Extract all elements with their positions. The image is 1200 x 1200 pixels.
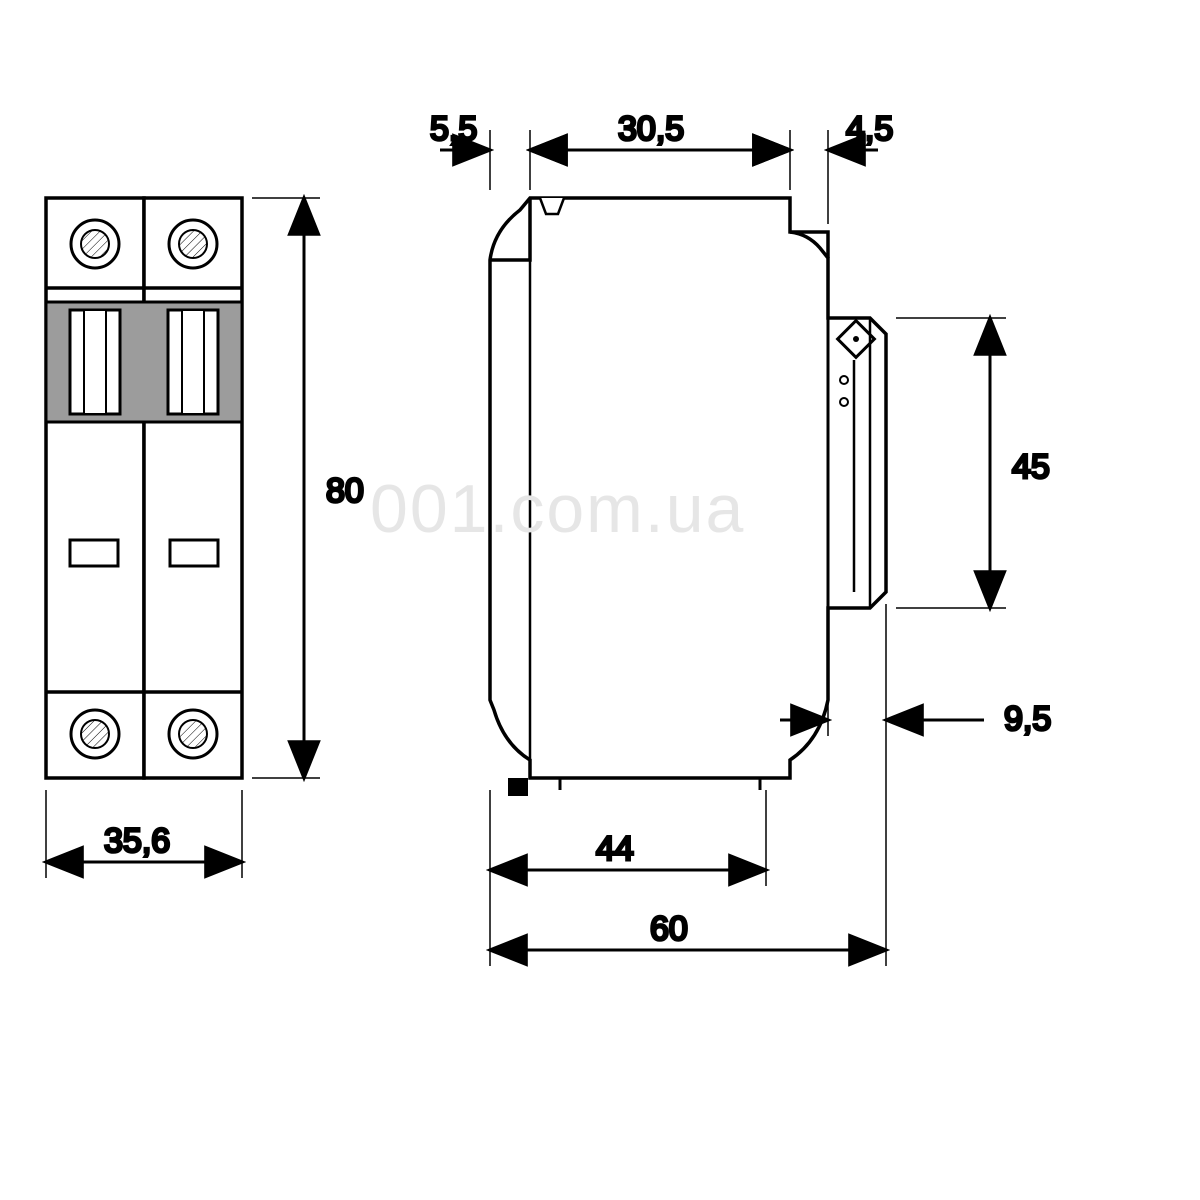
dim-height: 80 bbox=[326, 472, 364, 510]
dim-top-mid: 30,5 bbox=[618, 110, 684, 148]
bottom-tab bbox=[508, 778, 528, 796]
screw-top-right bbox=[169, 220, 217, 268]
side-view bbox=[490, 198, 886, 796]
dim-depth-full: 60 bbox=[650, 910, 688, 948]
technical-drawing: 35,6 80 5,5 30,5 4,5 45 9,5 bbox=[0, 0, 1200, 1200]
toggle-lever-right bbox=[168, 310, 218, 414]
dim-rail: 45 bbox=[1012, 448, 1050, 486]
toggle-lever-left bbox=[70, 310, 120, 414]
screw-bottom-left bbox=[71, 710, 119, 758]
dim-top-left: 5,5 bbox=[430, 110, 477, 148]
screw-top-left bbox=[71, 220, 119, 268]
dim-front-width: 35,6 bbox=[104, 822, 170, 860]
drawing-canvas: 35,6 80 5,5 30,5 4,5 45 9,5 bbox=[0, 0, 1200, 1200]
screw-bottom-right bbox=[169, 710, 217, 758]
dim-clip: 9,5 bbox=[1004, 700, 1051, 738]
dim-depth-inner: 44 bbox=[596, 830, 634, 868]
front-view bbox=[46, 198, 242, 778]
dim-top-right: 4,5 bbox=[846, 110, 893, 148]
